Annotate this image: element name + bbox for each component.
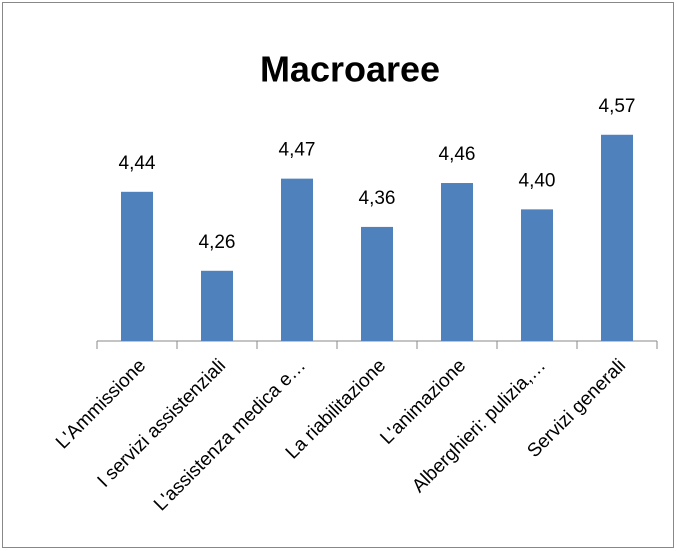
value-label: 4,57 xyxy=(599,96,636,117)
bar xyxy=(281,178,313,341)
bar xyxy=(521,209,553,341)
value-label: 4,26 xyxy=(199,232,236,253)
bar xyxy=(361,226,393,341)
bar xyxy=(121,191,153,341)
bar xyxy=(201,270,233,341)
value-label: 4,46 xyxy=(439,144,476,165)
value-label: 4,44 xyxy=(119,153,156,174)
bar xyxy=(441,183,473,341)
value-label: 4,36 xyxy=(359,188,396,209)
value-label: 4,40 xyxy=(519,170,556,191)
bar xyxy=(601,134,633,341)
chart-title: Macroaree xyxy=(260,49,440,90)
value-label: 4,47 xyxy=(279,140,316,161)
